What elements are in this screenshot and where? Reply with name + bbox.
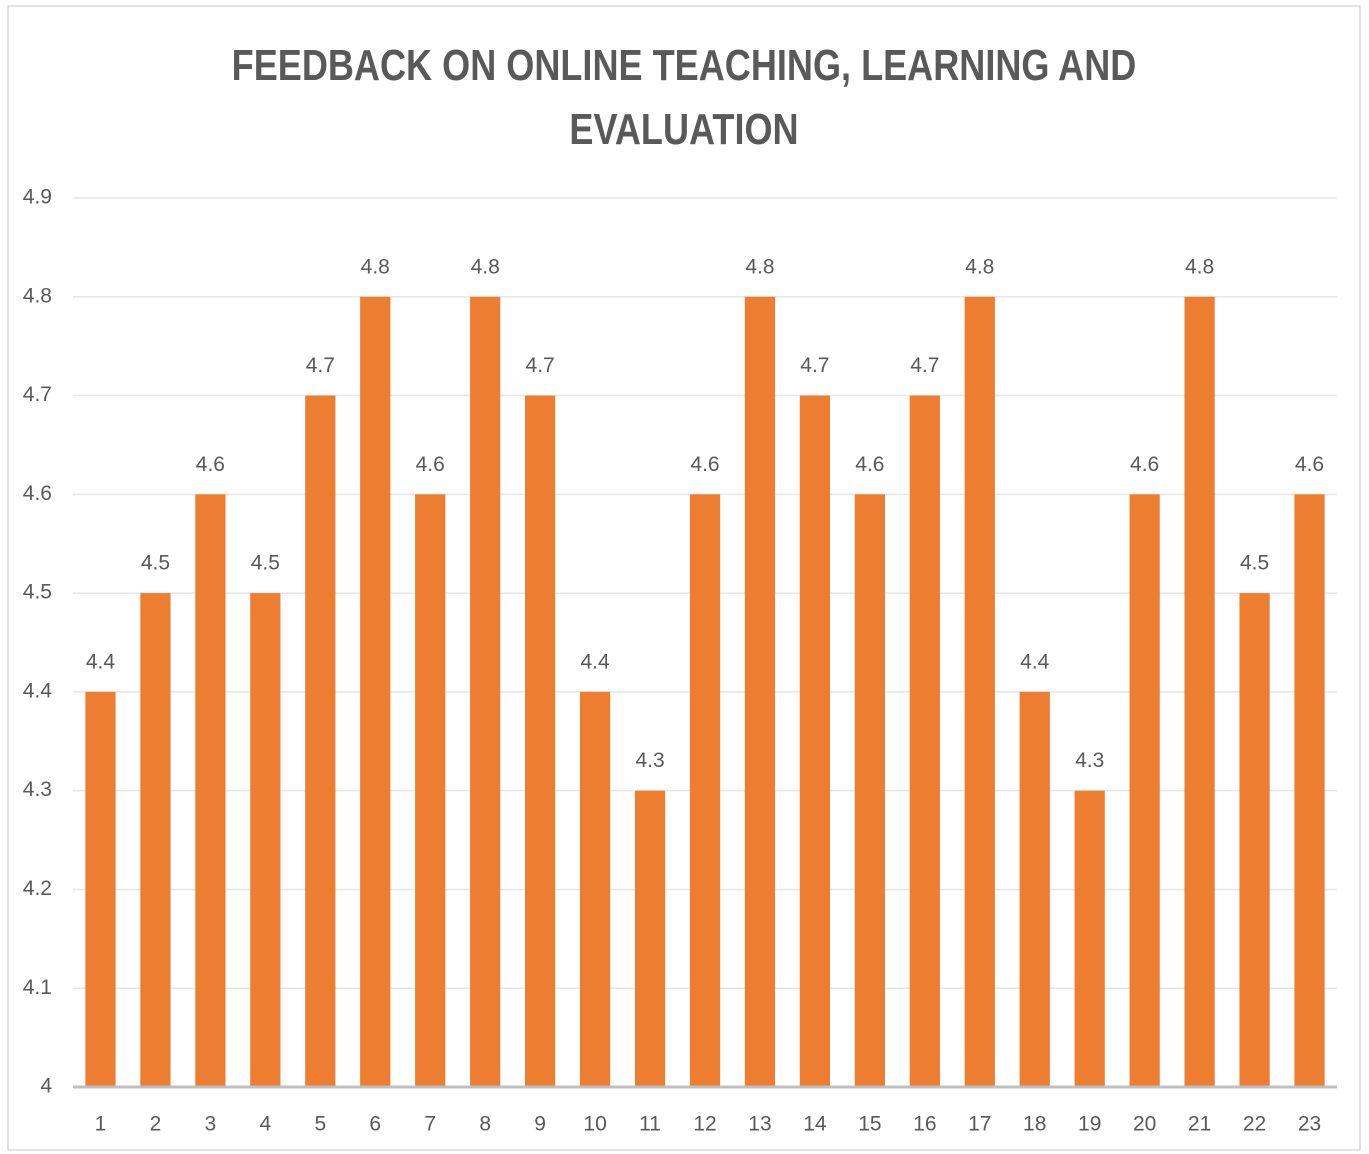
x-tick-label: 10 (583, 1113, 606, 1136)
x-tick-label: 20 (1133, 1113, 1156, 1136)
data-label: 4.5 (141, 552, 170, 575)
x-tick-label: 15 (858, 1113, 881, 1136)
bar (964, 296, 995, 1087)
y-tick-label: 4.8 (23, 284, 52, 307)
bar (854, 494, 885, 1087)
bar (1129, 494, 1160, 1087)
x-tick-label: 23 (1298, 1113, 1321, 1136)
data-label: 4.7 (526, 354, 555, 377)
data-label: 4.4 (580, 650, 610, 673)
data-label: 4.3 (1075, 749, 1104, 772)
data-label: 4.6 (690, 453, 719, 476)
bar (744, 296, 776, 1087)
data-label: 4.7 (800, 354, 829, 377)
bar (305, 395, 336, 1087)
bar (1019, 691, 1050, 1087)
x-tick-label: 14 (803, 1113, 827, 1136)
x-tick-label: 22 (1243, 1113, 1266, 1136)
bar (250, 593, 281, 1087)
y-tick-label: 4.4 (23, 679, 53, 702)
x-tick-label: 5 (314, 1113, 326, 1136)
data-label: 4.8 (361, 255, 390, 278)
x-tick-label: 16 (913, 1113, 936, 1136)
x-tick-label: 21 (1188, 1113, 1211, 1136)
x-tick-label: 3 (205, 1113, 217, 1136)
bar (360, 296, 391, 1087)
x-tick-label: 12 (693, 1113, 716, 1136)
x-tick-label: 7 (424, 1113, 436, 1136)
data-label: 4.4 (1020, 650, 1050, 673)
data-label: 4.6 (855, 453, 884, 476)
data-label: 4.6 (196, 453, 225, 476)
x-tick-label: 18 (1023, 1113, 1046, 1136)
y-tick-label: 4.2 (23, 877, 52, 900)
data-label: 4.6 (416, 453, 445, 476)
bar (909, 395, 940, 1087)
data-label: 4.5 (1240, 552, 1269, 575)
y-tick-label: 4.1 (23, 976, 52, 999)
y-tick-label: 4.6 (23, 482, 52, 505)
bar (634, 790, 666, 1087)
bar (415, 494, 446, 1087)
x-tick-label: 8 (479, 1113, 491, 1136)
bar (1184, 296, 1215, 1087)
bar (579, 691, 611, 1087)
x-tick-label: 19 (1078, 1113, 1101, 1136)
bar (1239, 593, 1270, 1087)
y-tick-label: 4.9 (23, 186, 52, 209)
x-tick-label: 9 (534, 1113, 546, 1136)
bar (140, 593, 171, 1087)
x-tick-label: 1 (95, 1113, 107, 1136)
y-tick-label: 4.7 (23, 383, 52, 406)
data-label: 4.8 (965, 255, 994, 278)
chart-border (7, 5, 1361, 1151)
x-tick-label: 4 (260, 1113, 272, 1136)
bar (1074, 790, 1105, 1087)
y-tick-label: 4 (40, 1075, 52, 1098)
data-label: 4.8 (745, 255, 774, 278)
data-label: 4.3 (635, 749, 664, 772)
bar (689, 494, 721, 1087)
bar (525, 395, 556, 1087)
data-label: 4.7 (910, 354, 939, 377)
data-label: 4.4 (86, 650, 116, 673)
bar (195, 494, 226, 1087)
data-label: 4.8 (471, 255, 500, 278)
chart-title: FEEDBACK ON ONLINE TEACHING, LEARNING AN… (231, 41, 1137, 154)
bar (799, 395, 831, 1087)
bar (470, 296, 501, 1087)
x-tick-label: 11 (639, 1113, 661, 1136)
bar (85, 691, 116, 1087)
data-label: 4.7 (306, 354, 335, 377)
x-tick-label: 17 (968, 1113, 991, 1136)
data-label: 4.5 (251, 552, 280, 575)
data-label: 4.6 (1295, 453, 1324, 476)
y-tick-label: 4.3 (23, 778, 52, 801)
data-label: 4.8 (1185, 255, 1214, 278)
x-tick-label: 2 (150, 1113, 162, 1136)
y-tick-label: 4.5 (23, 581, 52, 604)
data-label: 4.6 (1130, 453, 1159, 476)
bar (1294, 494, 1325, 1087)
x-tick-label: 13 (748, 1113, 771, 1136)
x-tick-label: 6 (369, 1113, 381, 1136)
